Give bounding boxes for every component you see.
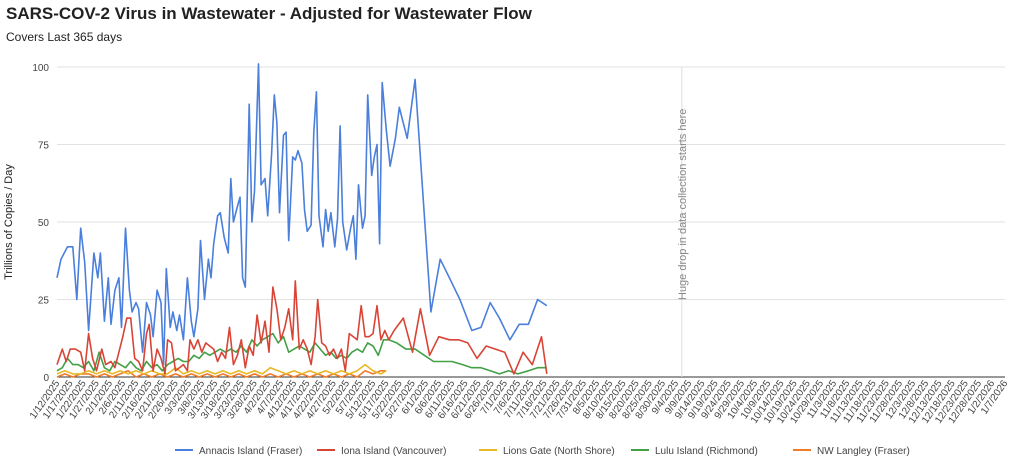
annotation: Huge drop in data collection starts here — [677, 67, 689, 377]
y-tick-label: 50 — [38, 218, 50, 229]
legend-item: Iona Island (Vancouver) — [317, 446, 446, 457]
x-axis-ticks: 1/12/20251/17/20251/22/20251/27/20252/1/… — [28, 378, 1011, 426]
legend-label: Lulu Island (Richmond) — [655, 446, 758, 457]
chart-title: SARS-COV-2 Virus in Wastewater - Adjuste… — [6, 4, 532, 23]
legend-label: NW Langley (Fraser) — [817, 446, 910, 457]
series-line-1 — [56, 280, 548, 375]
gridlines — [57, 66, 1005, 378]
legend-item: Lions Gate (North Shore) — [479, 446, 615, 457]
series-lines — [56, 63, 548, 378]
legend-item: Annacis Island (Fraser) — [175, 446, 302, 457]
series-line-2 — [56, 363, 387, 375]
legend-label: Iona Island (Vancouver) — [341, 446, 446, 457]
annotation-text: Huge drop in data collection starts here — [677, 109, 689, 300]
y-tick-label: 0 — [43, 373, 49, 384]
legend-label: Lions Gate (North Shore) — [503, 446, 615, 457]
y-tick-label: 100 — [32, 63, 49, 74]
y-tick-label: 75 — [38, 141, 50, 152]
chart-subtitle: Covers Last 365 days — [6, 30, 123, 44]
y-tick-label: 25 — [38, 296, 50, 307]
legend-label: Annacis Island (Fraser) — [199, 446, 302, 457]
y-axis-ticks: 0 25 50 75 100 — [32, 63, 49, 384]
y-axis-label: Trillions of Copies / Day — [3, 164, 15, 280]
series-line-0 — [56, 63, 548, 366]
legend-item: Lulu Island (Richmond) — [631, 446, 758, 457]
legend: Annacis Island (Fraser) Iona Island (Vanc… — [175, 446, 910, 457]
legend-item: NW Langley (Fraser) — [793, 446, 910, 457]
